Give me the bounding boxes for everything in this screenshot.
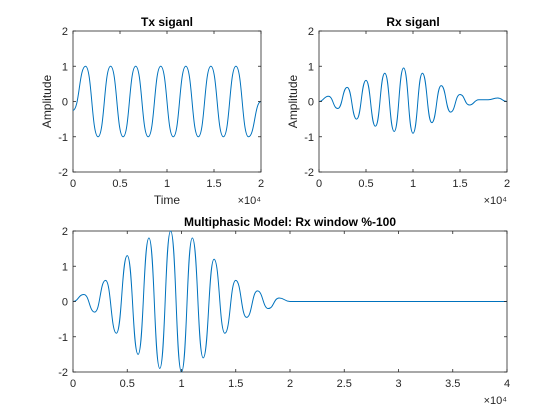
y-tick-label: 1	[62, 61, 68, 73]
y-tick-label: 0	[62, 97, 68, 109]
x-tick-label: 1.5	[206, 178, 221, 190]
chart-title: Multiphasic Model: Rx window %-100	[184, 215, 396, 229]
subplot-rx-signal: 0 0.5 1 1.5 2 -2 -1 0 1 2 Rx siganl Amplitude ×10⁴	[286, 15, 510, 207]
y-axis-label: Amplitude	[286, 75, 300, 129]
x-tick-label: 3.5	[445, 378, 460, 390]
x-tick-label: 3	[395, 378, 401, 390]
y-tick-label: -2	[58, 367, 68, 379]
signal-line	[72, 65, 262, 138]
y-tick-label: 0	[308, 97, 314, 109]
x-tick-label: 2	[287, 378, 293, 390]
y-tick-label: -1	[304, 132, 314, 144]
y-tick-label: -2	[58, 167, 68, 179]
axes-frame	[318, 30, 508, 173]
x-tick-label: 0.5	[120, 378, 135, 390]
y-tick-label: 1	[62, 261, 68, 273]
y-tick-label: 2	[62, 226, 68, 238]
subplot-tx-signal: 0 0.5 1 1.5 2 -2 -1 0 1 2 Tx siganl Time Amplitude ×1…	[40, 15, 264, 207]
x-tick-label: 2.5	[337, 378, 352, 390]
x-tick-label: 1.5	[452, 178, 467, 190]
y-tick-label: 1	[308, 61, 314, 73]
x-tick-label: 0	[316, 178, 322, 190]
x-tick-label: 1.5	[228, 378, 243, 390]
y-axis-label: Amplitude	[40, 75, 54, 129]
y-tick-label: -2	[304, 167, 314, 179]
x-tick-label: 1	[164, 178, 170, 190]
x-tick-label: 1	[178, 378, 184, 390]
y-tick-label: -1	[58, 332, 68, 344]
chart-title: Tx siganl	[141, 15, 193, 29]
chart-title: Rx siganl	[386, 15, 439, 29]
x-tick-label: 2	[258, 178, 264, 190]
x-tick-label: 4	[504, 378, 510, 390]
x-axis-exponent: ×10⁴	[484, 195, 508, 207]
subplot-multiphasic-model: 0 0.5 1 1.5 2 2.5 3 3.5 4 -2 -1 0 1 2 Multiphasic Mode…	[58, 215, 510, 407]
x-tick-label: 2	[504, 178, 510, 190]
y-tick-label: -1	[58, 132, 68, 144]
y-tick-label: 0	[62, 297, 68, 309]
x-tick-label: 0	[70, 178, 76, 190]
y-tick-label: 2	[62, 26, 68, 38]
x-axis-exponent: ×10⁴	[238, 195, 262, 207]
x-tick-label: 0	[70, 378, 76, 390]
y-tick-label: 2	[308, 26, 314, 38]
signal-line	[72, 230, 507, 373]
x-axis-exponent: ×10⁴	[484, 395, 508, 407]
x-tick-label: 0.5	[112, 178, 127, 190]
x-axis-label: Time	[154, 193, 181, 207]
signal-line	[318, 67, 508, 134]
x-tick-label: 0.5	[358, 178, 373, 190]
x-tick-label: 1	[410, 178, 416, 190]
